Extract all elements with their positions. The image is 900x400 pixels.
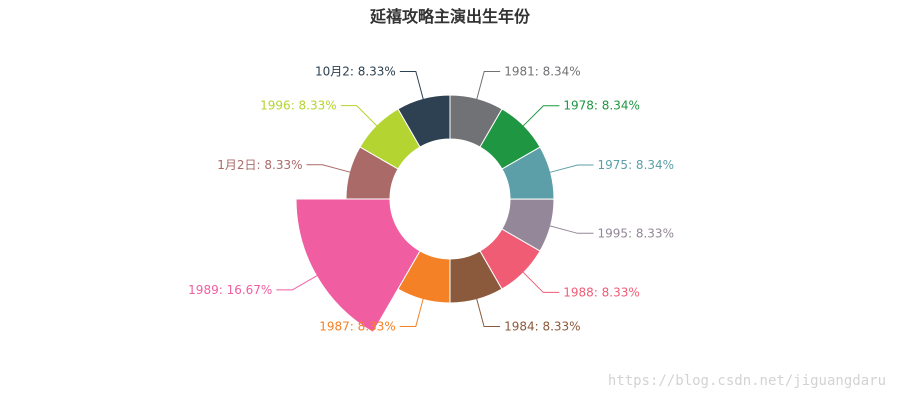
slice-label-1996: 1996: 8.33%	[260, 99, 337, 113]
slice-label-1989: 1989: 16.67%	[188, 283, 272, 297]
slice-label-10月2: 10月2: 8.33%	[315, 64, 396, 78]
slices-layer	[295, 94, 555, 334]
leader-line-1月2日	[306, 164, 352, 174]
slice-label-1981: 1981: 8.34%	[504, 65, 581, 79]
leader-line-1984	[475, 297, 501, 328]
slice-10月2[interactable]	[397, 94, 451, 148]
slice-label-1978: 1978: 8.34%	[563, 99, 640, 113]
leader-line-1996	[340, 105, 379, 128]
leader-line-1981	[475, 71, 501, 101]
slice-1989[interactable]	[295, 198, 421, 334]
leader-line-1989	[276, 274, 319, 291]
leader-line-1995	[548, 225, 594, 234]
leader-line-10月2	[399, 70, 425, 101]
leader-line-1975	[548, 164, 594, 174]
watermark: https://blog.csdn.net/jiguangdaru	[608, 373, 886, 389]
slice-label-1975: 1975: 8.34%	[598, 158, 675, 172]
leader-line-1978	[521, 105, 560, 128]
slice-label-1987: 1987: 8.33%	[319, 319, 396, 333]
slice-label-1984: 1984: 8.33%	[504, 320, 581, 334]
slice-label-1月2日: 1月2日: 8.33%	[217, 158, 302, 172]
leader-line-1987	[399, 297, 425, 327]
slice-label-1995: 1995: 8.33%	[597, 226, 674, 240]
leader-line-1988	[521, 270, 560, 293]
slice-label-1988: 1988: 8.33%	[563, 285, 640, 299]
chart-title: 延禧攻略主演出生年份	[369, 7, 531, 26]
labels-layer: 1981: 8.34% 1978: 8.34% 1975: 8.34% 1995: 8…	[188, 64, 674, 333]
